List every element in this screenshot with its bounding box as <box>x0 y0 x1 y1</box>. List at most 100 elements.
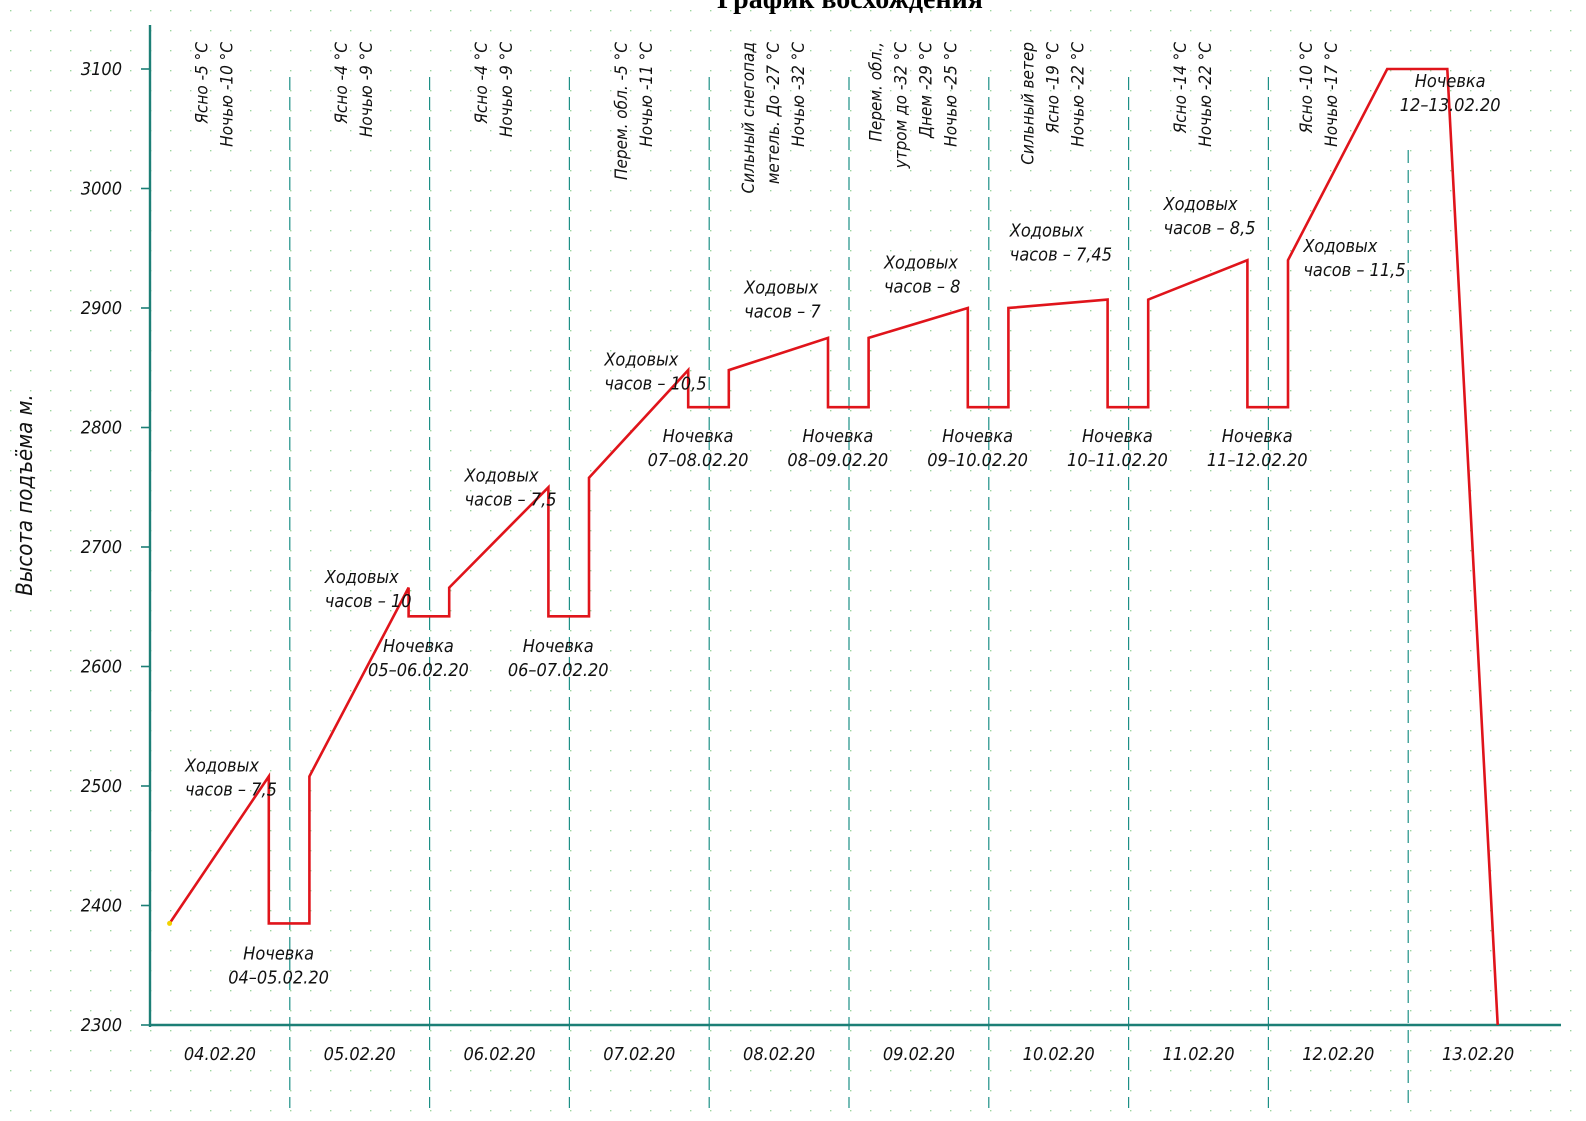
hours-label-h4: Ходовых часов – 10,5 <box>603 349 706 394</box>
annotation-line: Ночевка <box>802 426 873 447</box>
x-tick-label: 12.02.20 <box>1302 1044 1374 1065</box>
annotation-line: часов – 10,5 <box>604 373 706 394</box>
overnight-label-n1: Ночевка 04–05.02.20 <box>228 943 329 988</box>
x-tick-labels: 04.02.20 05.02.20 06.02.20 07.02.20 08.02.20… <box>184 1044 1514 1065</box>
weather-note-w2: Ясно -4 °С Ночью -9 °С <box>332 42 377 137</box>
x-tick-label: 04.02.20 <box>184 1044 256 1065</box>
weather-line: Ночью -10 °С <box>217 42 237 147</box>
y-tick-label: 2500 <box>81 776 122 797</box>
y-tick-label: 2700 <box>81 537 122 558</box>
overnight-label-n5: Ночевка 08–09.02.20 <box>787 426 888 471</box>
y-tick-labels: 2300 2400 2500 2600 2700 2800 2900 3000 3100 <box>81 59 150 1036</box>
weather-note-w7: Сильный ветер Ясно -19 °С Ночью -22 °С <box>1019 42 1089 165</box>
y-axis-label: Высота подъёма м. <box>13 394 38 596</box>
annotation-line: 09–10.02.20 <box>927 450 1028 471</box>
annotation-line: 06–07.02.20 <box>508 660 609 681</box>
weather-line: утром до -32 °С <box>891 42 911 170</box>
weather-line: Перем. обл., <box>866 42 886 142</box>
hours-label-h1: Ходовых часов – 7,5 <box>184 756 277 801</box>
series-line-altitude <box>168 67 1499 1026</box>
annotation-line: Ходовых <box>1009 220 1084 241</box>
overnight-label-n3: Ночевка 06–07.02.20 <box>508 636 609 681</box>
annotation-line: 08–09.02.20 <box>787 450 888 471</box>
annotation-line: Ходовых <box>324 567 399 588</box>
weather-line: Ночью -25 °С <box>941 42 961 147</box>
annotation-line: часов – 10 <box>325 591 412 612</box>
weather-line: Ясно -19 °С <box>1044 42 1064 135</box>
hours-label-h2: Ходовых часов – 10 <box>324 567 412 612</box>
weather-line: Ночью -22 °С <box>1196 42 1216 147</box>
weather-line: Ночью -32 °С <box>789 42 809 147</box>
annotation-line: Ходовых <box>603 349 678 370</box>
y-tick-label: 2400 <box>81 896 122 917</box>
annotation-line: Ходовых <box>883 253 958 274</box>
annotation-line: 05–06.02.20 <box>368 660 469 681</box>
annotation-line: часов – 7,45 <box>1010 244 1112 265</box>
x-tick-label: 09.02.20 <box>883 1044 955 1065</box>
day-separator-lines <box>289 77 1409 1108</box>
y-tick-label: 2800 <box>81 418 122 439</box>
hours-label-h3: Ходовых часов – 7,5 <box>464 465 557 510</box>
annotation-line: 07–08.02.20 <box>648 450 749 471</box>
x-tick-label: 05.02.20 <box>324 1044 396 1065</box>
annotation-line: Ходовых <box>1302 236 1377 257</box>
annotation-line: Ночевка <box>663 426 734 447</box>
annotation-line: Ходовых <box>184 756 259 777</box>
hours-label-h8: Ходовых часов – 8,5 <box>1163 194 1256 239</box>
weather-note-w1: Ясно -5 °С Ночью -10 °С <box>192 42 237 147</box>
annotation-line: Ночевка <box>1415 71 1486 92</box>
annotation-line: Ходовых <box>1163 194 1238 215</box>
chart-title: График восхождения <box>717 0 983 15</box>
weather-note-w9: Ясно -10 °С Ночью -17 °С <box>1297 42 1342 147</box>
weather-note-w6: Перем. обл., утром до -32 °С Днем -29 °С Но… <box>866 42 961 170</box>
y-tick-label: 3000 <box>81 179 122 200</box>
y-tick-label: 3100 <box>81 59 122 80</box>
annotation-line: Ночевка <box>1222 426 1293 447</box>
weather-line: Ясно -4 °С <box>332 42 352 125</box>
weather-line: Сильный снегопад <box>739 42 759 193</box>
weather-line: Ночью -9 °С <box>497 42 517 137</box>
hours-label-h5: Ходовых часов – 7 <box>743 278 821 323</box>
weather-note-w4: Перем. обл. -5 °С Ночью -11 °С <box>612 42 657 180</box>
x-tick-label: 07.02.20 <box>603 1044 675 1065</box>
overnight-label-n4: Ночевка 07–08.02.20 <box>648 426 749 471</box>
weather-line: Ночью -22 °С <box>1069 42 1089 147</box>
y-tick-label: 2600 <box>81 657 122 678</box>
x-tick-label: 06.02.20 <box>463 1044 535 1065</box>
annotation-line: часов – 11,5 <box>1303 260 1405 281</box>
annotation-line: 12–13.02.20 <box>1400 95 1501 116</box>
weather-note-w3: Ясно -4 °С Ночью -9 °С <box>472 42 517 137</box>
annotation-line: 04–05.02.20 <box>228 967 329 988</box>
dot-grid <box>10 10 1572 1112</box>
annotation-line: часов – 7,5 <box>185 780 277 801</box>
annotation-line: Ходовых <box>464 465 539 486</box>
annotation-line: Ночевка <box>383 636 454 657</box>
annotation-line: Ночевка <box>1082 426 1153 447</box>
annotation-line: 10–11.02.20 <box>1067 450 1168 471</box>
hours-label-h7: Ходовых часов – 7,45 <box>1009 220 1112 265</box>
axes <box>148 25 1561 1027</box>
y-tick-label: 2300 <box>81 1015 122 1036</box>
weather-line: Днем -29 °С <box>916 42 936 139</box>
weather-line: метель. До -27 °С <box>764 42 784 184</box>
annotation-line: часов – 8 <box>884 277 961 298</box>
overnight-label-n6: Ночевка 09–10.02.20 <box>927 426 1028 471</box>
weather-line: Ночью -17 °С <box>1322 42 1342 147</box>
start-point <box>167 920 173 926</box>
overnight-label-n2: Ночевка 05–06.02.20 <box>368 636 469 681</box>
annotation-line: 11–12.02.20 <box>1207 450 1308 471</box>
weather-line: Ясно -10 °С <box>1297 42 1317 135</box>
x-tick-label: 13.02.20 <box>1442 1044 1514 1065</box>
hours-label-h9: Ходовых часов – 11,5 <box>1302 236 1405 281</box>
weather-line: Ясно -4 °С <box>472 42 492 125</box>
annotation-line: часов – 7 <box>744 302 821 323</box>
annotation-line: часов – 8,5 <box>1164 218 1256 239</box>
weather-notes: Ясно -5 °С Ночью -10 °С Ясно -4 °С Ночью -9… <box>192 42 1341 194</box>
weather-line: Ночью -11 °С <box>637 42 657 147</box>
weather-line: Перем. обл. -5 °С <box>612 42 632 180</box>
x-tick-label: 08.02.20 <box>743 1044 815 1065</box>
y-tick-label: 2900 <box>81 298 122 319</box>
